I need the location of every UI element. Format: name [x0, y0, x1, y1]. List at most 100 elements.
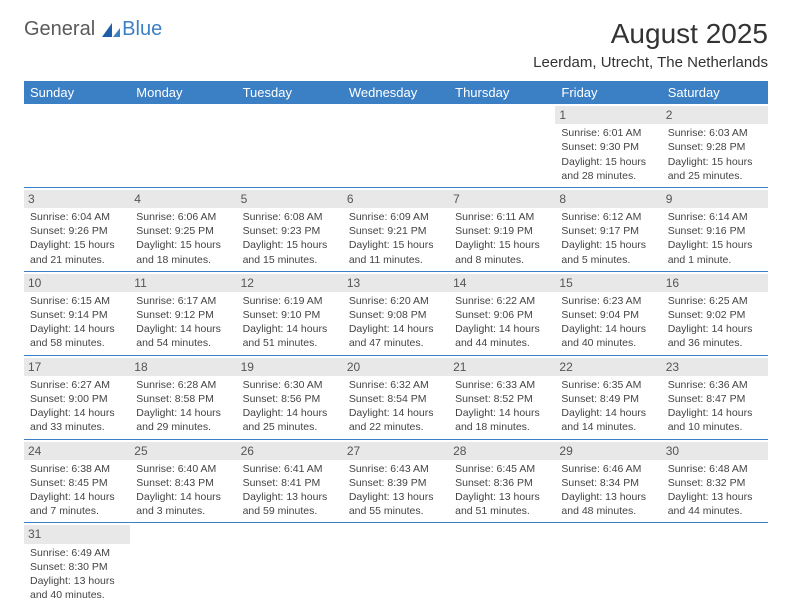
sunset-text: Sunset: 9:21 PM	[349, 224, 443, 238]
calendar-cell	[130, 523, 236, 606]
sunrise-text: Sunrise: 6:08 AM	[243, 210, 337, 224]
logo-text-blue: Blue	[122, 18, 162, 41]
sunset-text: Sunset: 8:54 PM	[349, 392, 443, 406]
sunrise-text: Sunrise: 6:03 AM	[668, 126, 762, 140]
daylight-text: Daylight: 14 hours and 51 minutes.	[243, 322, 337, 350]
daylight-text: Daylight: 15 hours and 28 minutes.	[561, 155, 655, 183]
calendar-cell: 28Sunrise: 6:45 AMSunset: 8:36 PMDayligh…	[449, 439, 555, 523]
day-number: 29	[555, 442, 661, 460]
calendar-cell: 7Sunrise: 6:11 AMSunset: 9:19 PMDaylight…	[449, 187, 555, 271]
sunrise-text: Sunrise: 6:27 AM	[30, 378, 124, 392]
daylight-text: Daylight: 15 hours and 25 minutes.	[668, 155, 762, 183]
sunset-text: Sunset: 8:47 PM	[668, 392, 762, 406]
sunrise-text: Sunrise: 6:38 AM	[30, 462, 124, 476]
sunset-text: Sunset: 9:10 PM	[243, 308, 337, 322]
sunset-text: Sunset: 9:28 PM	[668, 140, 762, 154]
calendar-cell: 9Sunrise: 6:14 AMSunset: 9:16 PMDaylight…	[662, 187, 768, 271]
calendar-cell: 23Sunrise: 6:36 AMSunset: 8:47 PMDayligh…	[662, 355, 768, 439]
sunset-text: Sunset: 8:45 PM	[30, 476, 124, 490]
daylight-text: Daylight: 13 hours and 59 minutes.	[243, 490, 337, 518]
calendar-cell	[662, 523, 768, 606]
calendar-cell: 1Sunrise: 6:01 AMSunset: 9:30 PMDaylight…	[555, 104, 661, 187]
calendar-cell: 21Sunrise: 6:33 AMSunset: 8:52 PMDayligh…	[449, 355, 555, 439]
calendar-cell: 14Sunrise: 6:22 AMSunset: 9:06 PMDayligh…	[449, 271, 555, 355]
sunrise-text: Sunrise: 6:45 AM	[455, 462, 549, 476]
sunset-text: Sunset: 9:06 PM	[455, 308, 549, 322]
calendar-week-row: 1Sunrise: 6:01 AMSunset: 9:30 PMDaylight…	[24, 104, 768, 187]
day-number: 23	[662, 358, 768, 376]
sunset-text: Sunset: 8:30 PM	[30, 560, 124, 574]
sunset-text: Sunset: 8:39 PM	[349, 476, 443, 490]
day-number: 10	[24, 274, 130, 292]
calendar-cell	[449, 523, 555, 606]
daylight-text: Daylight: 14 hours and 3 minutes.	[136, 490, 230, 518]
daylight-text: Daylight: 15 hours and 18 minutes.	[136, 238, 230, 266]
sunrise-text: Sunrise: 6:11 AM	[455, 210, 549, 224]
day-number: 8	[555, 190, 661, 208]
daylight-text: Daylight: 15 hours and 1 minute.	[668, 238, 762, 266]
header: General Blue August 2025 Leerdam, Utrech…	[24, 18, 768, 71]
calendar-cell	[237, 104, 343, 187]
calendar-cell: 12Sunrise: 6:19 AMSunset: 9:10 PMDayligh…	[237, 271, 343, 355]
sunrise-text: Sunrise: 6:22 AM	[455, 294, 549, 308]
daylight-text: Daylight: 14 hours and 44 minutes.	[455, 322, 549, 350]
day-header: Sunday	[24, 81, 130, 104]
sunset-text: Sunset: 9:12 PM	[136, 308, 230, 322]
sunrise-text: Sunrise: 6:48 AM	[668, 462, 762, 476]
sunset-text: Sunset: 9:04 PM	[561, 308, 655, 322]
sunrise-text: Sunrise: 6:14 AM	[668, 210, 762, 224]
daylight-text: Daylight: 14 hours and 58 minutes.	[30, 322, 124, 350]
sunrise-text: Sunrise: 6:04 AM	[30, 210, 124, 224]
calendar-cell: 11Sunrise: 6:17 AMSunset: 9:12 PMDayligh…	[130, 271, 236, 355]
title-block: August 2025 Leerdam, Utrecht, The Nether…	[533, 18, 768, 71]
day-number: 1	[555, 106, 661, 124]
daylight-text: Daylight: 14 hours and 22 minutes.	[349, 406, 443, 434]
day-number: 3	[24, 190, 130, 208]
daylight-text: Daylight: 13 hours and 55 minutes.	[349, 490, 443, 518]
calendar-cell: 18Sunrise: 6:28 AMSunset: 8:58 PMDayligh…	[130, 355, 236, 439]
calendar-week-row: 10Sunrise: 6:15 AMSunset: 9:14 PMDayligh…	[24, 271, 768, 355]
calendar-cell: 20Sunrise: 6:32 AMSunset: 8:54 PMDayligh…	[343, 355, 449, 439]
daylight-text: Daylight: 14 hours and 29 minutes.	[136, 406, 230, 434]
sunset-text: Sunset: 9:00 PM	[30, 392, 124, 406]
month-title: August 2025	[533, 18, 768, 50]
daylight-text: Daylight: 14 hours and 14 minutes.	[561, 406, 655, 434]
sunrise-text: Sunrise: 6:49 AM	[30, 546, 124, 560]
daylight-text: Daylight: 13 hours and 48 minutes.	[561, 490, 655, 518]
sunset-text: Sunset: 8:49 PM	[561, 392, 655, 406]
sunrise-text: Sunrise: 6:41 AM	[243, 462, 337, 476]
calendar-cell	[555, 523, 661, 606]
calendar-cell: 5Sunrise: 6:08 AMSunset: 9:23 PMDaylight…	[237, 187, 343, 271]
day-number: 2	[662, 106, 768, 124]
calendar-week-row: 31 Sunrise: 6:49 AMSunset: 8:30 PMDayligh…	[24, 523, 768, 606]
daylight-text: Daylight: 14 hours and 25 minutes.	[243, 406, 337, 434]
daylight-text: Daylight: 13 hours and 44 minutes.	[668, 490, 762, 518]
day-header: Wednesday	[343, 81, 449, 104]
daylight-text: Daylight: 14 hours and 18 minutes.	[455, 406, 549, 434]
calendar-cell: 31 Sunrise: 6:49 AMSunset: 8:30 PMDayligh…	[24, 523, 130, 606]
calendar-week-row: 17Sunrise: 6:27 AMSunset: 9:00 PMDayligh…	[24, 355, 768, 439]
sunrise-text: Sunrise: 6:20 AM	[349, 294, 443, 308]
calendar-cell: 27Sunrise: 6:43 AMSunset: 8:39 PMDayligh…	[343, 439, 449, 523]
sunset-text: Sunset: 9:16 PM	[668, 224, 762, 238]
day-number: 31	[24, 525, 130, 543]
day-number: 24	[24, 442, 130, 460]
calendar-body: 1Sunrise: 6:01 AMSunset: 9:30 PMDaylight…	[24, 104, 768, 606]
logo-text-general: General	[24, 18, 95, 41]
calendar-cell: 15Sunrise: 6:23 AMSunset: 9:04 PMDayligh…	[555, 271, 661, 355]
sunrise-text: Sunrise: 6:06 AM	[136, 210, 230, 224]
calendar-cell	[343, 104, 449, 187]
daylight-text: Daylight: 13 hours and 40 minutes.	[30, 574, 124, 602]
daylight-text: Daylight: 15 hours and 8 minutes.	[455, 238, 549, 266]
calendar-week-row: 24 Sunrise: 6:38 AMSunset: 8:45 PM Dayligh…	[24, 439, 768, 523]
logo: General Blue	[24, 18, 162, 41]
calendar-cell: 2 Sunrise: 6:03 AMSunset: 9:28 PMDaylight…	[662, 104, 768, 187]
day-header: Saturday	[662, 81, 768, 104]
day-number: 30	[662, 442, 768, 460]
sunset-text: Sunset: 9:26 PM	[30, 224, 124, 238]
sunrise-text: Sunrise: 6:40 AM	[136, 462, 230, 476]
day-number: 22	[555, 358, 661, 376]
day-number: 19	[237, 358, 343, 376]
calendar-cell: 4Sunrise: 6:06 AMSunset: 9:25 PMDaylight…	[130, 187, 236, 271]
day-number: 16	[662, 274, 768, 292]
